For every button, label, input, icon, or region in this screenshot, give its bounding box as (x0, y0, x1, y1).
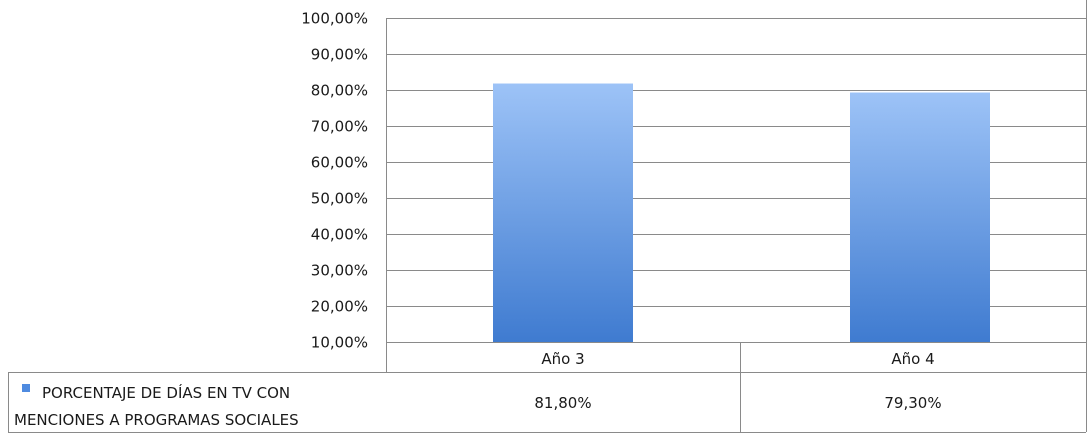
data-table: Año 3 Año 4 PORCENTAJE DE DÍAS EN TV CON… (8, 0, 1087, 433)
bars (493, 83, 990, 343)
legend-label-line-2: MENCIONES A PROGRAMAS SOCIALES (14, 411, 299, 429)
category-label-ano-3: Año 3 (541, 350, 584, 368)
y-tick-label: 80,00% (311, 82, 368, 100)
bar-a-o-4 (850, 92, 990, 343)
y-tick-label: 60,00% (311, 154, 368, 172)
y-axis-tick-labels: 100,00% 90,00% 80,00% 70,00% 60,00% 50,00% 40,… (301, 10, 368, 352)
y-tick-label: 90,00% (311, 46, 368, 64)
y-tick-label: 20,00% (311, 298, 368, 316)
y-tick-label: 10,00% (311, 334, 368, 352)
y-tick-label: 30,00% (311, 262, 368, 280)
y-tick-label: 50,00% (311, 190, 368, 208)
y-tick-label: 70,00% (311, 118, 368, 136)
data-table-value-ano-3: 81,80% (534, 394, 591, 412)
y-tick-label: 40,00% (311, 226, 368, 244)
legend-marker-icon (22, 384, 30, 392)
y-tick-label: 100,00% (301, 10, 368, 28)
legend-label-line-1: PORCENTAJE DE DÍAS EN TV CON (42, 383, 290, 402)
bar-a-o-3 (493, 83, 633, 343)
data-table-value-ano-4: 79,30% (884, 394, 941, 412)
category-label-ano-4: Año 4 (891, 350, 934, 368)
